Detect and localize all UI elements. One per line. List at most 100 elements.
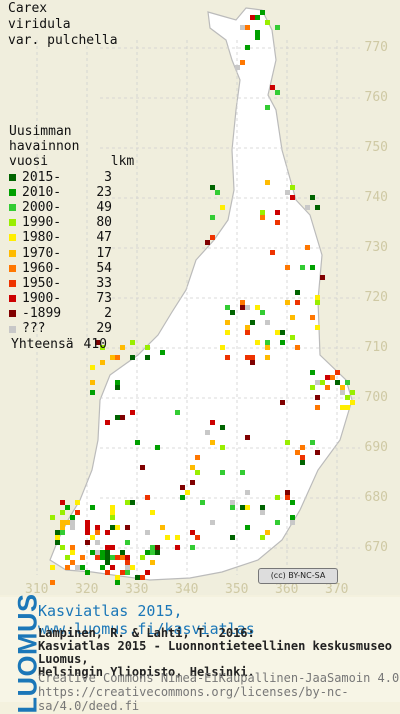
legend-row: 2000- 49 xyxy=(9,200,134,215)
observation-square xyxy=(310,265,315,270)
observation-square xyxy=(210,185,215,190)
observation-square xyxy=(275,520,280,525)
legend-label: 1950- xyxy=(22,275,62,291)
observation-square xyxy=(90,390,95,395)
legend-swatch xyxy=(9,280,16,288)
observation-square xyxy=(50,515,55,520)
observation-square xyxy=(305,245,310,250)
observation-square xyxy=(175,410,180,415)
observation-square xyxy=(200,500,205,505)
observation-square xyxy=(340,405,345,410)
observation-square xyxy=(245,330,250,335)
observation-square xyxy=(195,455,200,460)
legend-header-1: Uusimman xyxy=(9,124,72,139)
observation-square xyxy=(125,565,130,570)
observation-square xyxy=(60,500,65,505)
observation-square xyxy=(85,540,90,545)
citation-line-1: Lampinen, R. & Lahti, T. 2016: xyxy=(38,626,255,640)
observation-square xyxy=(295,450,300,455)
observation-square xyxy=(285,300,290,305)
legend-count: 23 xyxy=(96,184,112,200)
species-name: Carex viridula var. pulchella xyxy=(8,1,118,49)
observation-square xyxy=(70,560,75,565)
license-line-2[interactable]: https://creativecommons.org/licenses/by-… xyxy=(38,685,349,713)
observation-square xyxy=(65,555,70,560)
legend-total: Yhteensä 410 xyxy=(11,337,134,353)
x-grid-label: 340 xyxy=(175,582,199,595)
observation-square xyxy=(255,15,260,20)
observation-square xyxy=(80,565,85,570)
observation-square xyxy=(115,355,120,360)
observation-square xyxy=(205,240,210,245)
observation-square xyxy=(290,185,295,190)
observation-square xyxy=(110,525,115,530)
observation-square xyxy=(295,300,300,305)
legend-label: 1960- xyxy=(22,260,62,276)
observation-square xyxy=(315,380,320,385)
observation-square xyxy=(315,295,320,300)
observation-square xyxy=(160,350,165,355)
observation-square xyxy=(290,195,295,200)
observation-square xyxy=(210,215,215,220)
observation-square xyxy=(145,530,150,535)
observation-square xyxy=(105,550,110,555)
observation-square xyxy=(240,470,245,475)
observation-square xyxy=(310,195,315,200)
legend-row: 1960- 54 xyxy=(9,261,134,276)
observation-square xyxy=(220,445,225,450)
observation-square xyxy=(260,215,265,220)
observation-square xyxy=(140,465,145,470)
observation-square xyxy=(165,535,170,540)
observation-square xyxy=(145,495,150,500)
observation-square xyxy=(130,410,135,415)
observation-square xyxy=(75,500,80,505)
observation-square xyxy=(65,565,70,570)
observation-square xyxy=(220,470,225,475)
observation-square xyxy=(185,490,190,495)
observation-square xyxy=(70,545,75,550)
species-variety: var. pulchella xyxy=(8,33,118,48)
observation-square xyxy=(275,90,280,95)
observation-square xyxy=(325,375,330,380)
observation-square xyxy=(280,330,285,335)
observation-square xyxy=(225,320,230,325)
observation-square xyxy=(100,550,105,555)
observation-square xyxy=(290,315,295,320)
legend-count: 3 xyxy=(104,169,112,185)
observation-square xyxy=(95,340,100,345)
observation-square xyxy=(250,15,255,20)
legend-swatch xyxy=(9,264,16,272)
observation-square xyxy=(90,505,95,510)
observation-square xyxy=(290,515,295,520)
observation-square xyxy=(300,445,305,450)
observation-square xyxy=(225,330,230,335)
observation-square xyxy=(145,570,150,575)
observation-square xyxy=(240,25,245,30)
observation-square xyxy=(60,545,65,550)
legend-count: 47 xyxy=(96,230,112,246)
legend-count: 49 xyxy=(96,199,112,215)
y-grid-label: 700 xyxy=(364,390,388,405)
legend-swatch xyxy=(9,188,16,196)
legend-total-count: 410 xyxy=(83,336,107,352)
observation-square xyxy=(260,210,265,215)
observation-square xyxy=(245,355,250,360)
observation-square xyxy=(110,510,115,515)
legend-count: 2 xyxy=(104,306,112,322)
observation-square xyxy=(345,395,350,400)
y-grid-label: 720 xyxy=(364,290,388,305)
observation-square xyxy=(125,540,130,545)
legend-total-label: Yhteensä xyxy=(11,336,74,352)
atlas-link[interactable]: Kasviatlas 2015, www.luomus.fi/kasviatla… xyxy=(38,602,255,638)
observation-square xyxy=(105,570,110,575)
observation-square xyxy=(275,220,280,225)
observation-square xyxy=(215,190,220,195)
legend-label: 1970- xyxy=(22,245,62,261)
observation-square xyxy=(245,525,250,530)
license-badge[interactable]: (cc) BY-NC-SA xyxy=(258,568,338,584)
observation-square xyxy=(130,565,135,570)
observation-square xyxy=(245,435,250,440)
observation-square xyxy=(90,365,95,370)
observation-square xyxy=(315,450,320,455)
observation-square xyxy=(335,370,340,375)
